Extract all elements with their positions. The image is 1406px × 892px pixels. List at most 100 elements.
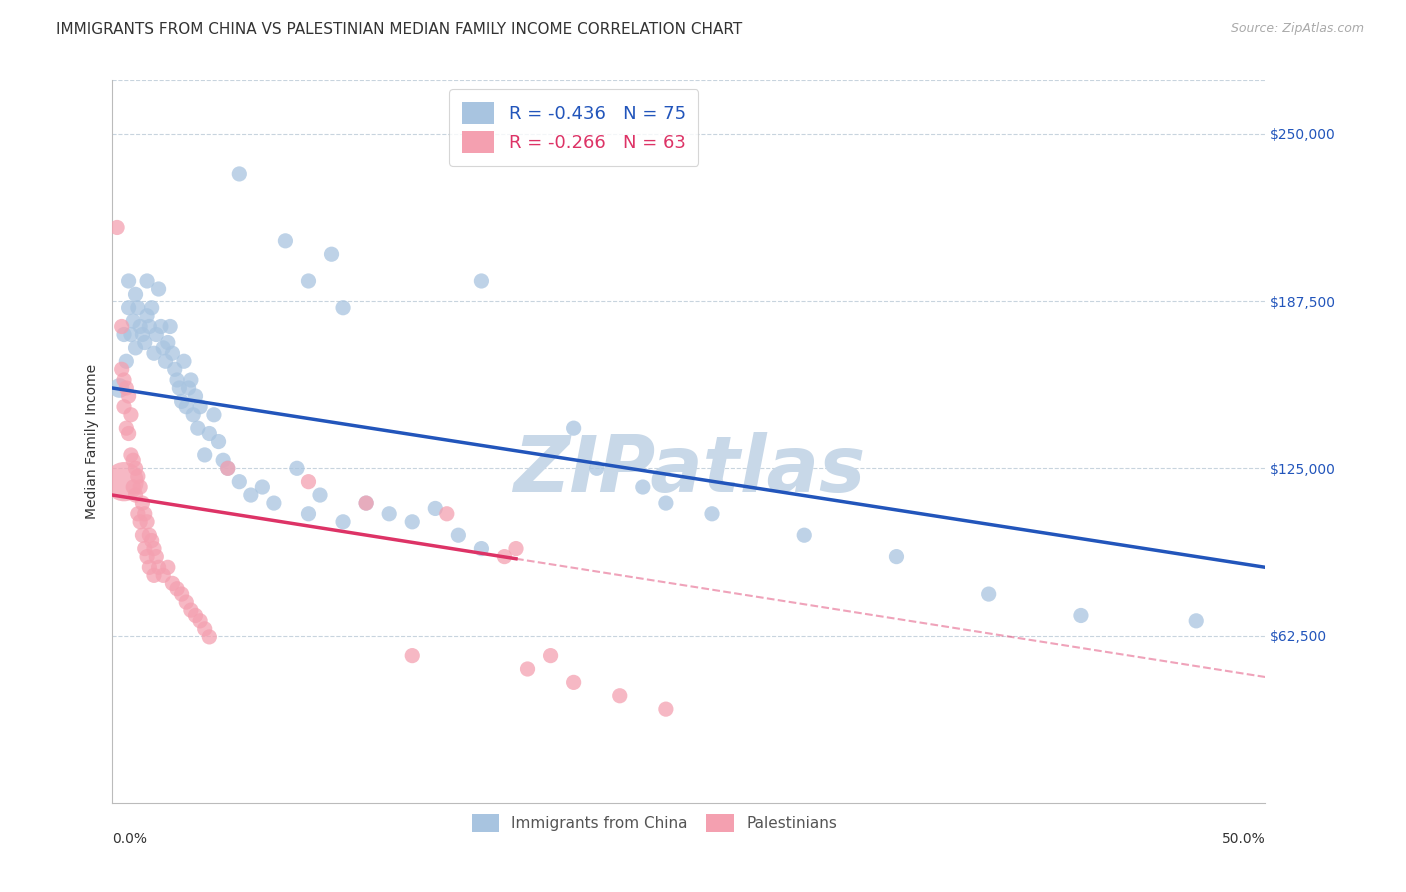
Point	[112, 327, 135, 342]
Point	[129, 515, 152, 529]
Point	[212, 453, 235, 467]
Point	[120, 448, 142, 462]
Point	[131, 496, 153, 510]
Point	[115, 381, 138, 395]
Point	[124, 461, 146, 475]
Point	[170, 394, 193, 409]
Point	[187, 421, 209, 435]
Point	[152, 341, 174, 355]
Point	[274, 234, 297, 248]
Point	[562, 421, 585, 435]
Point	[111, 319, 134, 334]
Point	[401, 515, 423, 529]
Point	[127, 507, 149, 521]
Point	[207, 434, 229, 449]
Point	[425, 501, 447, 516]
Point	[169, 381, 191, 395]
Point	[655, 702, 678, 716]
Point	[188, 400, 211, 414]
Point	[321, 247, 343, 261]
Point	[228, 167, 250, 181]
Text: IMMIGRANTS FROM CHINA VS PALESTINIAN MEDIAN FAMILY INCOME CORRELATION CHART: IMMIGRANTS FROM CHINA VS PALESTINIAN MED…	[56, 22, 742, 37]
Point	[655, 496, 678, 510]
Point	[194, 622, 217, 636]
Point	[217, 461, 239, 475]
Point	[127, 469, 149, 483]
Point	[162, 576, 184, 591]
Point	[198, 630, 221, 644]
Point	[141, 301, 163, 315]
Point	[149, 319, 172, 334]
Point	[505, 541, 527, 556]
Point	[470, 541, 492, 556]
Point	[470, 274, 492, 288]
Point	[112, 400, 135, 414]
Point	[124, 341, 146, 355]
Point	[143, 541, 166, 556]
Point	[127, 301, 149, 315]
Point	[166, 582, 188, 596]
Point	[136, 274, 159, 288]
Point	[263, 496, 285, 510]
Point	[239, 488, 262, 502]
Point	[181, 408, 204, 422]
Point	[134, 541, 156, 556]
Point	[156, 335, 179, 350]
Point	[122, 480, 145, 494]
Point	[297, 507, 319, 521]
Point	[540, 648, 562, 663]
Point	[217, 461, 239, 475]
Point	[117, 274, 139, 288]
Point	[793, 528, 815, 542]
Point	[143, 568, 166, 582]
Point	[309, 488, 332, 502]
Point	[194, 448, 217, 462]
Point	[141, 533, 163, 548]
Point	[148, 282, 170, 296]
Point	[163, 362, 186, 376]
Point	[494, 549, 516, 564]
Point	[198, 426, 221, 441]
Point	[700, 507, 723, 521]
Point	[117, 389, 139, 403]
Point	[155, 354, 177, 368]
Point	[332, 515, 354, 529]
Point	[122, 314, 145, 328]
Point	[174, 400, 197, 414]
Point	[115, 354, 138, 368]
Point	[131, 528, 153, 542]
Point	[436, 507, 458, 521]
Text: Source: ZipAtlas.com: Source: ZipAtlas.com	[1230, 22, 1364, 36]
Point	[124, 488, 146, 502]
Point	[177, 381, 200, 395]
Point	[447, 528, 470, 542]
Point	[228, 475, 250, 489]
Point	[1070, 608, 1092, 623]
Point	[401, 648, 423, 663]
Point	[108, 381, 131, 395]
Point	[138, 560, 160, 574]
Point	[162, 346, 184, 360]
Text: 50.0%: 50.0%	[1222, 831, 1265, 846]
Point	[354, 496, 377, 510]
Point	[156, 560, 179, 574]
Point	[184, 389, 207, 403]
Point	[136, 515, 159, 529]
Point	[180, 373, 202, 387]
Point	[112, 475, 135, 489]
Point	[159, 319, 181, 334]
Point	[148, 560, 170, 574]
Point	[1185, 614, 1208, 628]
Point	[112, 373, 135, 387]
Point	[138, 528, 160, 542]
Point	[297, 475, 319, 489]
Point	[120, 327, 142, 342]
Point	[166, 373, 188, 387]
Point	[886, 549, 908, 564]
Point	[136, 549, 159, 564]
Point	[131, 327, 153, 342]
Point	[111, 362, 134, 376]
Point	[136, 309, 159, 323]
Point	[124, 287, 146, 301]
Point	[297, 274, 319, 288]
